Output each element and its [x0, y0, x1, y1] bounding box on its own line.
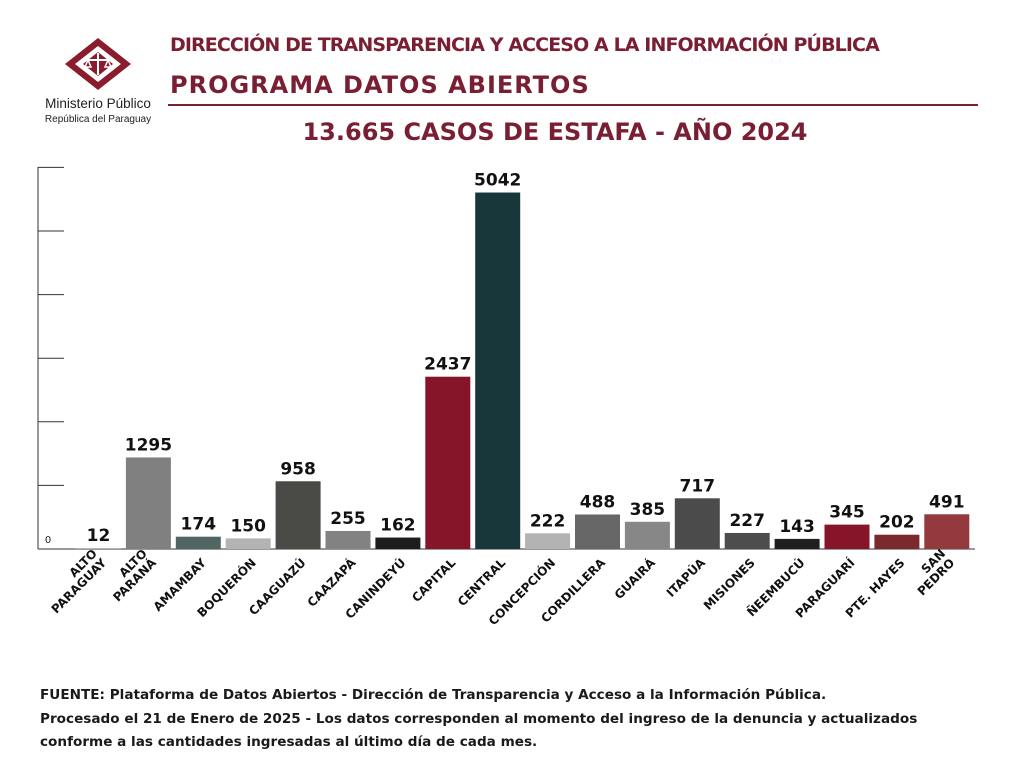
bar — [824, 524, 870, 549]
bar — [475, 192, 521, 550]
bar — [874, 534, 920, 549]
logo-subtitle: República del Paraguay — [44, 114, 152, 125]
footer-processed: Procesado el 21 de Enero de 2025 - Los d… — [40, 710, 918, 727]
category-label: CAPITAL — [409, 555, 458, 604]
value-label: 150 — [230, 516, 266, 536]
bar — [225, 538, 271, 549]
y-tick-label-0: 0 — [45, 535, 51, 546]
bar — [425, 376, 471, 549]
value-label: 174 — [181, 515, 217, 535]
footer-source: FUENTE: Plataforma de Datos Abiertos - D… — [40, 687, 827, 703]
value-label: 5042 — [474, 171, 521, 191]
category-label-line: CENTRAL — [455, 555, 509, 609]
category-label-line: ITAPÚA — [663, 554, 708, 599]
value-label: 202 — [879, 513, 915, 533]
category-label-line: GUAIRÁ — [611, 554, 659, 602]
value-label: 491 — [929, 492, 965, 512]
value-label: 222 — [530, 511, 566, 531]
bar — [325, 530, 371, 549]
bar — [525, 533, 571, 549]
chart-title: 13.665 CASOS DE ESTAFA - AÑO 2024 — [302, 118, 808, 146]
bars — [76, 192, 970, 550]
scales-of-justice-icon — [65, 38, 131, 90]
bar — [76, 548, 121, 549]
category-label: CENTRAL — [455, 555, 509, 609]
category-label: ITAPÚA — [663, 554, 708, 599]
bar — [624, 521, 670, 549]
value-label: 2437 — [424, 355, 471, 375]
value-label: 162 — [380, 516, 416, 536]
value-label: 255 — [330, 509, 366, 529]
value-label: 958 — [280, 459, 316, 479]
header-directorate: DIRECCIÓN DE TRANSPARENCIA Y ACCESO A LA… — [170, 34, 880, 56]
value-label: 143 — [779, 517, 815, 537]
value-label: 12 — [87, 526, 111, 546]
header-divider — [168, 104, 978, 106]
bar — [125, 457, 171, 549]
category-label: CAAZAPÁ — [304, 554, 359, 609]
header-program: PROGRAMA DATOS ABIERTOS — [170, 71, 590, 99]
logo: Ministerio Público República del Paragua… — [28, 34, 168, 134]
logo-name: Ministerio Público — [45, 96, 151, 111]
value-labels: 12 1295 174 150 958 255 162 2437 5042 222 488 385 71… — [87, 171, 965, 546]
bar — [175, 536, 221, 549]
bar — [674, 498, 720, 549]
value-label: 488 — [580, 492, 616, 512]
bar — [275, 481, 321, 549]
footer-note: FUENTE: Plataforma de Datos Abiertos - D… — [40, 684, 1000, 755]
bar — [924, 514, 970, 549]
bar — [375, 537, 421, 549]
category-label: GUAIRÁ — [611, 554, 659, 602]
value-label: 345 — [829, 503, 865, 523]
value-label: 385 — [630, 500, 666, 520]
category-label-line: CAAZAPÁ — [304, 554, 359, 609]
value-label: 717 — [680, 476, 716, 496]
bar — [575, 514, 620, 549]
bar — [774, 538, 820, 549]
value-label: 227 — [729, 511, 765, 531]
footer-note-cont: conforme a las cantidades ingresadas al … — [40, 734, 538, 750]
value-label: 1295 — [125, 435, 172, 455]
bar — [724, 532, 770, 549]
bar-chart: 0 12 1295 174 150 958 255 162 2437 5042 222 488 385… — [37, 166, 975, 629]
category-label-line: CAPITAL — [409, 555, 458, 604]
